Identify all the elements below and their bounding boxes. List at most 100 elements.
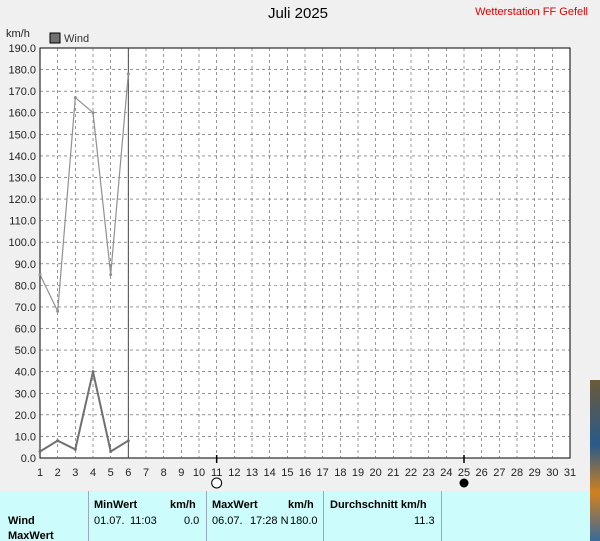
x-tick-label: 11 [211, 467, 222, 479]
stats-divider [323, 491, 324, 541]
x-tick-label: 9 [178, 467, 184, 479]
y-tick-label: 20.0 [15, 410, 36, 422]
x-tick-label: 20 [370, 467, 382, 479]
series-point-avg [56, 439, 60, 443]
x-tick-label: 8 [161, 467, 167, 479]
y-tick-label: 40.0 [15, 367, 36, 379]
stats-max-time: 17:28 N [250, 515, 289, 527]
x-tick-label: 17 [317, 467, 329, 479]
stats-divider [88, 491, 89, 541]
series-lines [38, 72, 130, 454]
series-point-max [56, 309, 60, 313]
x-tick-label: 3 [72, 467, 78, 479]
stats-header-min-unit: km/h [170, 499, 196, 511]
y-tick-label: 170.0 [8, 86, 36, 98]
x-tick-label: 5 [108, 467, 114, 479]
y-tick-label: 150.0 [8, 129, 36, 141]
stats-max-date: 06.07. [212, 515, 243, 527]
y-tick-label: 10.0 [15, 431, 36, 443]
y-tick-label: 90.0 [15, 259, 36, 271]
stats-min-time: 11:03 [130, 515, 157, 527]
y-tick-label: 160.0 [8, 108, 36, 120]
x-tick-label: 27 [493, 467, 505, 479]
stats-avg-value: 11.3 [414, 515, 435, 527]
series-line-max [39, 73, 129, 314]
series-point-avg [109, 450, 113, 454]
x-tick-label: 12 [228, 467, 240, 479]
x-tick-label: 18 [334, 467, 346, 479]
y-tick-labels: 0.0 10.0 20.0 30.0 40.0 50.0 60.0 70.0 80.0 90.0 1… [8, 43, 36, 465]
x-tick-label: 14 [264, 467, 276, 479]
x-tick-label: 1 [37, 467, 43, 479]
stats-row2-label: MaxWert [8, 530, 54, 541]
legend-swatch [49, 32, 61, 44]
stats-header-max-unit: km/h [288, 499, 314, 511]
y-tick-label: 0.0 [21, 453, 36, 465]
full-moon-icon [459, 478, 469, 488]
x-tick-label: 16 [299, 467, 311, 479]
y-tick-label: 180.0 [8, 65, 36, 77]
stats-divider [441, 491, 442, 541]
background-edge-strip [590, 380, 600, 541]
x-tick-label: 21 [387, 467, 399, 479]
stats-min-value: 0.0 [184, 515, 200, 527]
stats-divider [206, 491, 207, 541]
stats-min-date: 01.07. [94, 515, 125, 527]
grid-lines [40, 48, 570, 458]
legend: Wind [49, 32, 89, 45]
y-tick-label: 120.0 [8, 194, 36, 206]
wind-chart: 0.0 10.0 20.0 30.0 40.0 50.0 60.0 70.0 80.0 90.0 1… [8, 32, 576, 489]
series-point-max [73, 96, 77, 100]
series-point-avg [73, 447, 77, 451]
moon-markers [211, 455, 469, 489]
y-tick-label: 190.0 [8, 43, 36, 55]
stats-row-label: Wind [8, 515, 35, 527]
x-tick-label: 4 [90, 467, 96, 479]
stats-max-value: 180.0 [290, 515, 318, 527]
series-point-max [38, 273, 42, 277]
x-tick-label: 29 [529, 467, 541, 479]
series-point-avg [126, 439, 130, 443]
x-tick-label: 19 [352, 467, 364, 479]
x-tick-label: 26 [476, 467, 488, 479]
y-axis-unit: km/h [6, 28, 30, 40]
x-tick-label: 30 [546, 467, 558, 479]
series-point-max [126, 72, 130, 76]
y-tick-label: 70.0 [15, 302, 36, 314]
x-tick-label: 22 [405, 467, 417, 479]
x-tick-label: 2 [55, 467, 61, 479]
station-name: Wetterstation FF Gefell [475, 6, 588, 18]
series-point-avg [91, 370, 95, 374]
y-tick-label: 140.0 [8, 151, 36, 163]
x-tick-label: 25 [458, 467, 470, 479]
stats-header-min: MinWert [94, 499, 138, 511]
series-line-avg [39, 371, 129, 454]
y-tick-label: 50.0 [15, 345, 36, 357]
legend-label-wind: Wind [64, 33, 89, 45]
new-moon-icon [211, 477, 223, 489]
x-tick-label: 28 [511, 467, 523, 479]
x-tick-label: 10 [193, 467, 205, 479]
y-tick-label: 110.0 [9, 216, 36, 228]
stats-table: MinWert km/h MaxWert km/h Durchschnitt k… [0, 491, 590, 541]
stats-header-avg: Durchschnitt km/h [330, 499, 427, 511]
x-tick-label: 31 [564, 467, 576, 479]
series-point-max [91, 111, 95, 115]
y-tick-label: 30.0 [15, 388, 36, 400]
y-tick-label: 100.0 [8, 237, 36, 249]
y-tick-label: 130.0 [8, 172, 36, 184]
x-tick-label: 13 [246, 467, 258, 479]
series-point-max [109, 273, 113, 277]
x-tick-label: 23 [423, 467, 435, 479]
x-tick-label: 7 [143, 467, 149, 479]
y-tick-label: 60.0 [15, 324, 36, 336]
chart-title: Juli 2025 [267, 5, 329, 22]
x-tick-label: 15 [281, 467, 293, 479]
x-tick-labels: 1 2 3 4 5 6 7 8 9 10 11 12 13 14 15 16 17 18 19 20 21 22 23 24 2… [37, 467, 576, 479]
series-point-avg [38, 450, 42, 454]
x-tick-label: 24 [440, 467, 452, 479]
y-tick-label: 80.0 [15, 280, 36, 292]
stats-header-max: MaxWert [212, 499, 258, 511]
x-tick-label: 6 [125, 467, 131, 479]
